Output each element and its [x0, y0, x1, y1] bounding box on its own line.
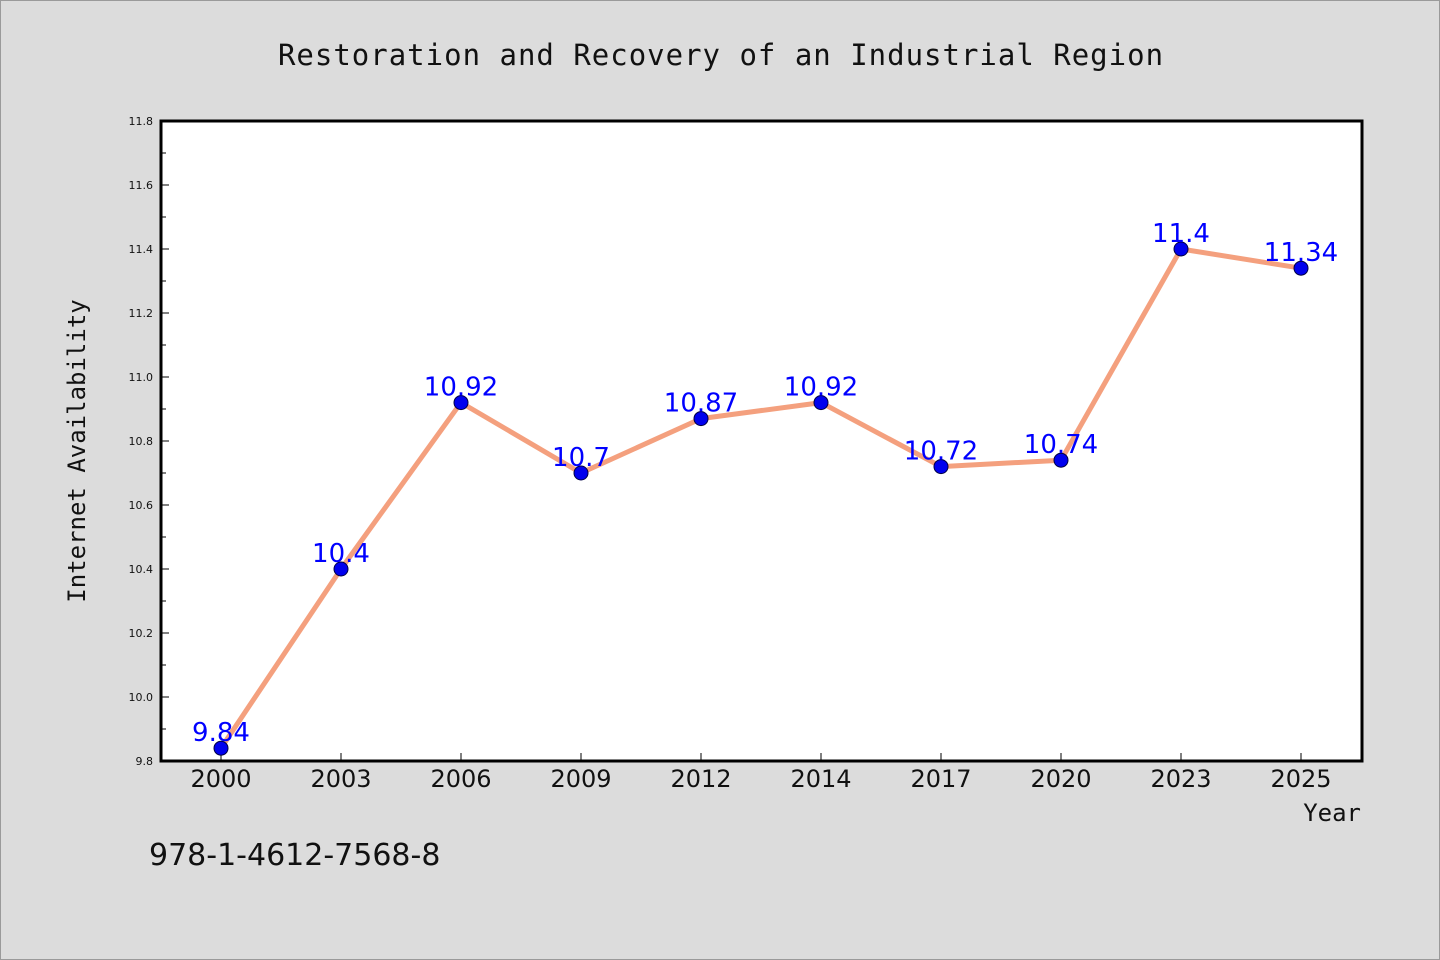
data-point-marker	[213, 740, 229, 756]
y-tick-label: 11.0	[129, 371, 154, 384]
data-point-marker	[333, 561, 349, 577]
data-point-marker	[1293, 260, 1309, 276]
x-tick-label: 2017	[910, 765, 971, 793]
y-tick-label: 11.8	[129, 115, 154, 128]
chart-title: Restoration and Recovery of an Industria…	[278, 38, 1164, 72]
data-point-marker	[453, 395, 469, 411]
data-markers	[213, 241, 1309, 756]
data-point-label: 10.92	[424, 373, 498, 403]
data-point-label: 10.7	[552, 443, 610, 473]
x-tick-label: 2014	[790, 765, 851, 793]
x-tick-label: 2012	[670, 765, 731, 793]
data-point-label: 10.72	[904, 437, 978, 467]
y-tick-label: 10.6	[129, 499, 154, 512]
data-point-label: 9.84	[192, 718, 250, 748]
plot-frame	[159, 119, 1364, 763]
x-tick-label: 2000	[190, 765, 251, 793]
y-tick-label: 10.4	[129, 563, 154, 576]
data-point-marker	[933, 459, 949, 475]
y-axis: 9.8 10.0 10.2 10.4 10.6 10.8 11.0 11.2 11.4 11.6 1…	[129, 115, 169, 768]
data-point-marker	[1053, 452, 1069, 468]
data-point-marker	[813, 395, 829, 411]
y-tick-label: 10.8	[129, 435, 154, 448]
data-point-label: 11.4	[1152, 219, 1210, 249]
plot-area	[161, 121, 1362, 761]
x-tick-label: 2020	[1030, 765, 1091, 793]
x-axis-title: Year	[1303, 799, 1361, 827]
data-point-label: 10.74	[1024, 430, 1098, 460]
x-tick-label: 2023	[1150, 765, 1211, 793]
y-tick-label: 9.8	[136, 755, 154, 768]
x-tick-label: 2006	[430, 765, 491, 793]
data-point-marker	[1173, 241, 1189, 257]
y-tick-label: 11.2	[129, 307, 154, 320]
data-point-label: 10.92	[784, 373, 858, 403]
data-point-label: 10.4	[312, 539, 370, 569]
y-axis-title: Internet Availability	[63, 299, 91, 602]
x-tick-label: 2003	[310, 765, 371, 793]
data-point-label: 11.34	[1264, 238, 1338, 268]
isbn-caption: 978-1-4612-7568-8	[149, 838, 440, 873]
data-labels: 9.84 10.4 10.92 10.7 10.87 10.92 10.72 10.74 11.…	[192, 219, 1338, 748]
y-tick-label: 11.6	[129, 179, 154, 192]
data-point-marker	[573, 465, 589, 481]
y-tick-label: 11.4	[129, 243, 154, 256]
data-point-marker	[693, 411, 709, 427]
y-tick-label: 10.0	[129, 691, 154, 704]
data-point-label: 10.87	[664, 389, 738, 419]
x-tick-label: 2025	[1270, 765, 1331, 793]
x-tick-label: 2009	[550, 765, 611, 793]
series-line	[218, 246, 1304, 751]
x-axis: 2000 2003 2006 2009 2012 2014 2017 2020 2023 2025	[190, 753, 1332, 793]
y-tick-label: 10.2	[129, 627, 154, 640]
